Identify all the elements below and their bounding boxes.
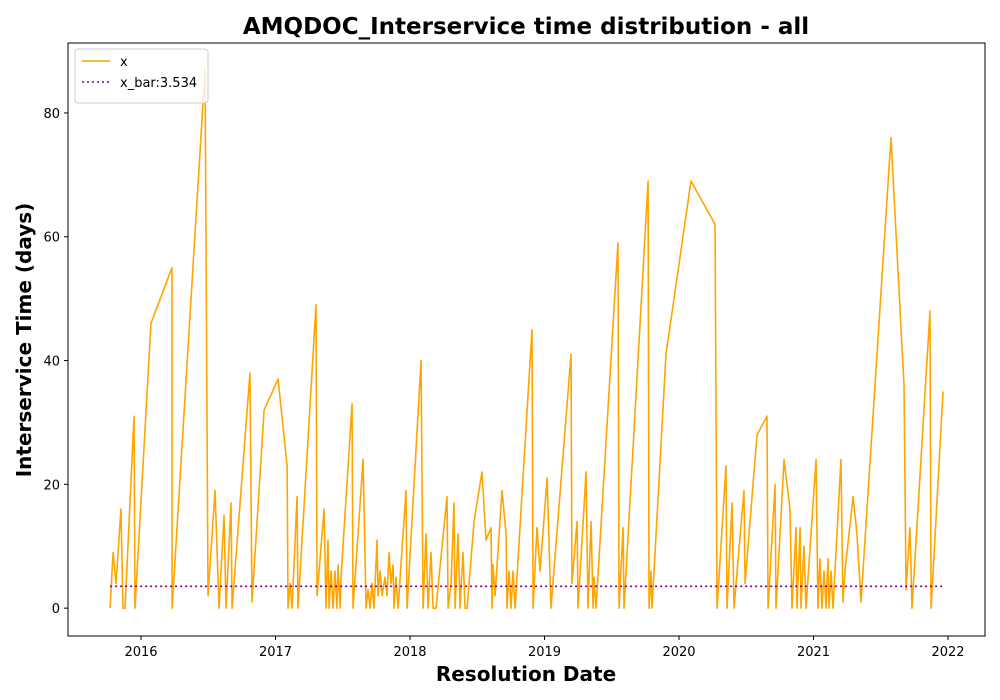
y-tick-label: 40 xyxy=(43,355,60,370)
y-tick-label: 80 xyxy=(43,107,60,122)
y-tick-label: 0 xyxy=(52,602,60,617)
legend-label: x_bar:3.534 xyxy=(120,76,197,91)
plot-area xyxy=(109,68,944,609)
x-axis-label: Resolution Date xyxy=(436,662,616,686)
axes-frame xyxy=(67,42,986,637)
chart-title: AMQDOC_Interservice time distribution - … xyxy=(243,14,809,40)
y-axis-label: Interservice Time (days) xyxy=(12,203,36,478)
x-tick-label: 2018 xyxy=(393,645,426,660)
legend-label: x xyxy=(120,55,128,70)
legend-box xyxy=(74,48,209,104)
data-line xyxy=(109,68,944,609)
x-tick-label: 2022 xyxy=(931,645,964,660)
x-tick-label: 2020 xyxy=(662,645,695,660)
x-tick-label: 2019 xyxy=(528,645,561,660)
y-tick-label: 60 xyxy=(43,231,60,246)
y-tick-label: 20 xyxy=(43,478,60,493)
x-tick-label: 2021 xyxy=(797,645,830,660)
legend: x x_bar:3.534 xyxy=(74,48,209,104)
x-tick-label: 2017 xyxy=(259,645,292,660)
x-tick-label: 2016 xyxy=(124,645,157,660)
